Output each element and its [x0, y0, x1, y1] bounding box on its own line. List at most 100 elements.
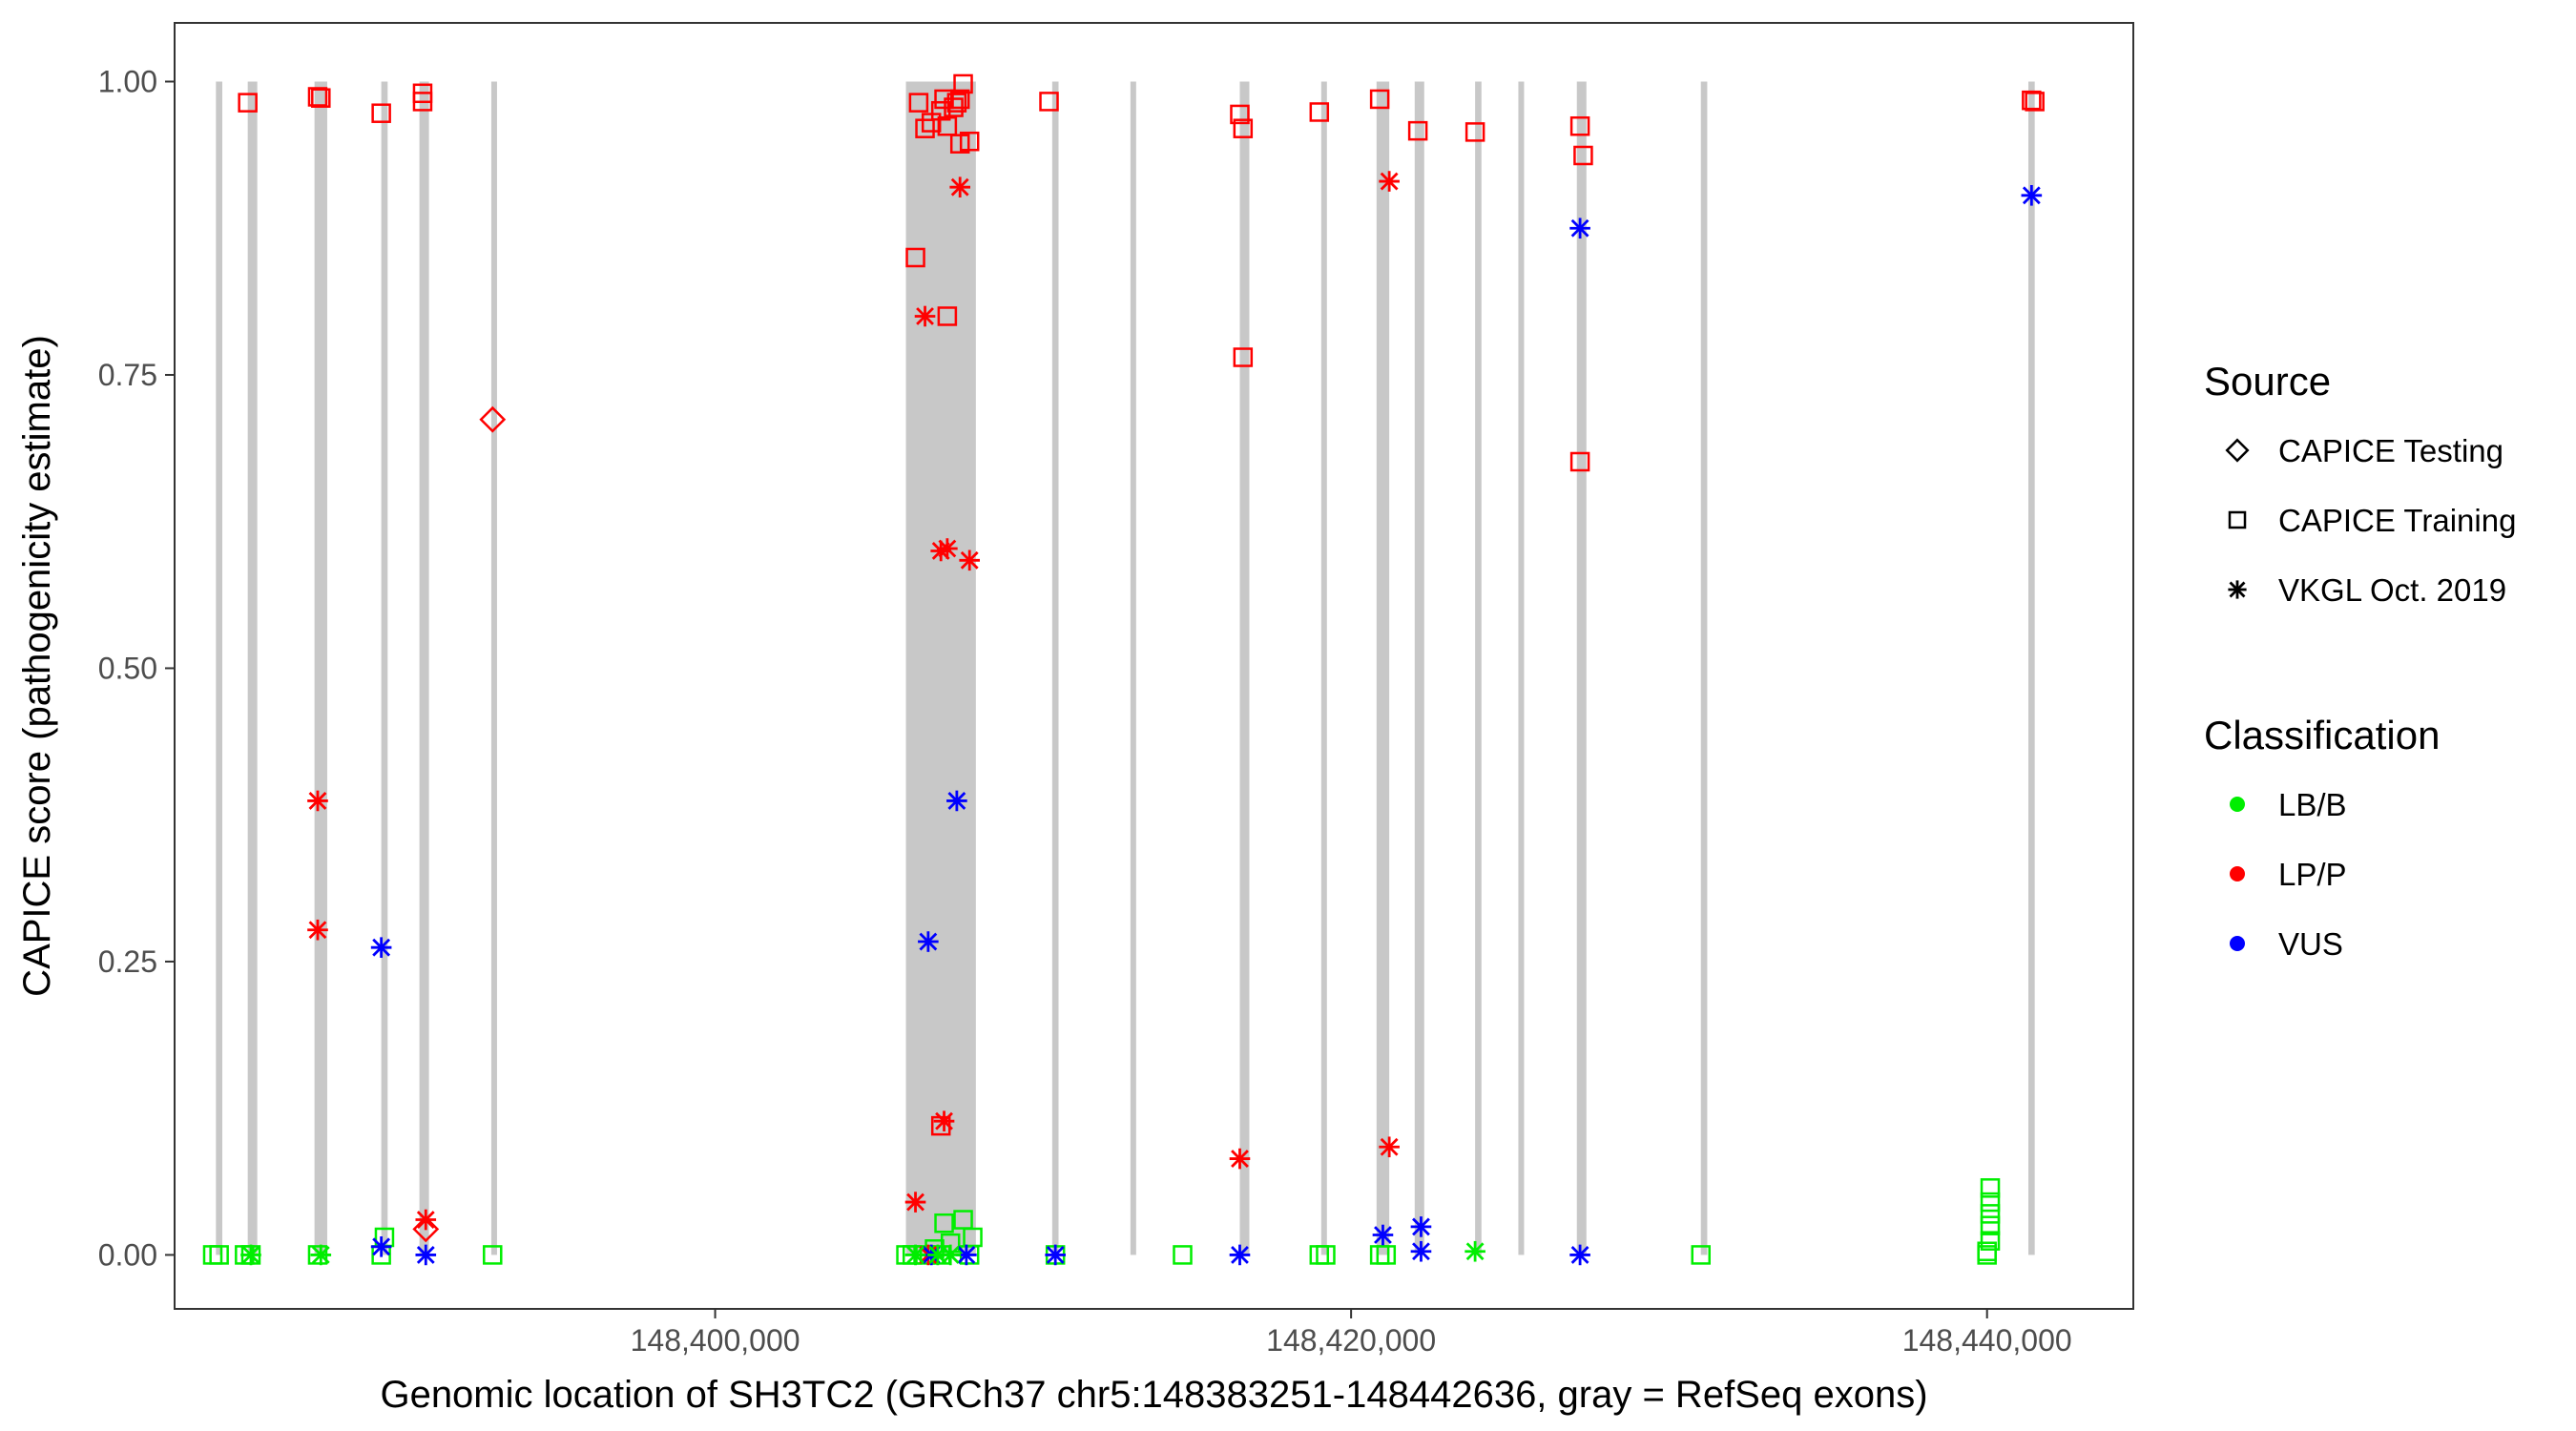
legend-title: Source [2204, 359, 2331, 404]
exon-band [1051, 81, 1059, 1255]
exon-band [905, 81, 976, 1255]
data-point-vus [1045, 1244, 1066, 1266]
data-point-lbb [1980, 1215, 2001, 1235]
data-point-lpp [914, 305, 936, 327]
data-point-vus [1410, 1240, 1432, 1262]
legend-label: VKGL Oct. 2019 [2278, 572, 2506, 608]
x-tick-label: 148,400,000 [631, 1323, 800, 1358]
exon-band [1576, 81, 1587, 1255]
y-tick-label: 0.50 [98, 651, 157, 685]
data-point-lpp [238, 93, 258, 113]
data-point-vus [1569, 218, 1590, 239]
data-point-lpp [1369, 89, 1390, 110]
data-point-vus [1410, 1216, 1432, 1237]
y-axis-title: CAPICE score (pathogenicity estimate) [16, 335, 58, 997]
data-point-lpp [915, 118, 935, 138]
exon-band [381, 81, 388, 1255]
x-tick-label: 148,440,000 [1902, 1323, 2072, 1358]
legend-label: CAPICE Training [2278, 503, 2516, 538]
legend-label: LP/P [2278, 857, 2347, 892]
data-point-lpp [1233, 118, 1254, 138]
data-point-lpp [904, 1192, 926, 1213]
exon-bands [216, 81, 2035, 1255]
data-point-vus [1372, 1224, 1394, 1246]
data-point-lbb [240, 1244, 261, 1266]
data-point-lpp [311, 88, 331, 108]
data-point-lpp [371, 103, 391, 123]
data-point-lbb [1977, 1241, 1997, 1261]
legend: Source CAPICE Testing CAPICE Training VKGL … [2204, 359, 2516, 962]
data-point-lbb [963, 1227, 983, 1248]
legend-label: CAPICE Testing [2278, 433, 2503, 468]
data-point-lbb [1376, 1245, 1397, 1265]
data-point-lpp [949, 176, 970, 197]
exon-band [2028, 81, 2035, 1255]
exon-band [1475, 81, 1482, 1255]
exon-band [1700, 81, 1708, 1255]
exon-band [1414, 81, 1424, 1255]
y-tick-label: 0.25 [98, 944, 157, 979]
legend-square-icon [2228, 510, 2247, 529]
data-point-lbb [927, 1244, 948, 1266]
data-point-lpp [1379, 171, 1400, 192]
data-point-lpp [959, 131, 980, 152]
data-point-lpp [1229, 1148, 1251, 1170]
data-point-lpp [949, 89, 970, 110]
exon-band [247, 81, 258, 1255]
data-point-lpp [2025, 92, 2045, 112]
data-point-vus [370, 937, 392, 958]
data-point-vus [946, 790, 967, 812]
y-tick-label: 1.00 [98, 64, 157, 98]
data-points [202, 73, 2045, 1266]
data-point-lpp [908, 93, 929, 113]
data-point-lpp [1233, 347, 1254, 367]
legend-diamond-icon [2225, 438, 2250, 463]
data-point-vus [370, 1236, 392, 1257]
data-point-lpp [307, 790, 328, 812]
data-point-lpp [953, 73, 973, 94]
data-point-vus [415, 1244, 437, 1266]
legend-dot-icon [2230, 866, 2245, 881]
exon-band [314, 81, 327, 1255]
data-point-lbb [940, 1244, 962, 1266]
legend-dot-icon [2230, 797, 2245, 812]
data-point-lbb [1691, 1245, 1711, 1265]
plot-panel-border [174, 22, 2134, 1310]
data-point-lbb [483, 1245, 503, 1265]
y-tick-label: 0.75 [98, 358, 157, 392]
exon-band [216, 81, 222, 1255]
exon-band [1320, 81, 1327, 1255]
exon-band [1130, 81, 1136, 1255]
data-point-lpp [937, 306, 958, 326]
data-point-lbb [1980, 1204, 2001, 1224]
data-point-lpp [1465, 122, 1485, 142]
data-point-lbb [904, 1244, 926, 1266]
data-point-lbb [1316, 1245, 1336, 1265]
exon-band [1518, 81, 1525, 1255]
data-point-lpp [307, 919, 328, 941]
data-point-lpp [937, 115, 958, 136]
exon-band [1239, 81, 1250, 1255]
data-point-lpp [933, 1110, 955, 1132]
data-point-vus [1569, 1244, 1590, 1266]
legend-asterisk-icon [2228, 580, 2247, 599]
legend-dot-icon [2230, 936, 2245, 951]
data-point-vus [918, 931, 939, 952]
data-point-lpp [959, 550, 980, 571]
axes: 0.00 0.25 0.50 0.75 1.00 148,400,000 148,420,0… [98, 64, 2072, 1358]
legend-title: Classification [2204, 713, 2440, 757]
data-point-lbb [1173, 1245, 1193, 1265]
legend-label: LB/B [2278, 787, 2347, 822]
exon-band [419, 81, 429, 1255]
y-tick-label: 0.00 [98, 1237, 157, 1272]
data-point-lpp [1309, 102, 1330, 122]
data-point-lpp [1039, 92, 1059, 112]
data-point-lpp [905, 247, 925, 268]
data-point-lpp [1573, 145, 1593, 166]
exon-band [490, 81, 497, 1255]
data-point-lpp [1569, 115, 1590, 136]
x-tick-label: 148,420,000 [1266, 1323, 1436, 1358]
data-point-lpp [937, 538, 958, 559]
data-point-lbb [1980, 1178, 2001, 1198]
